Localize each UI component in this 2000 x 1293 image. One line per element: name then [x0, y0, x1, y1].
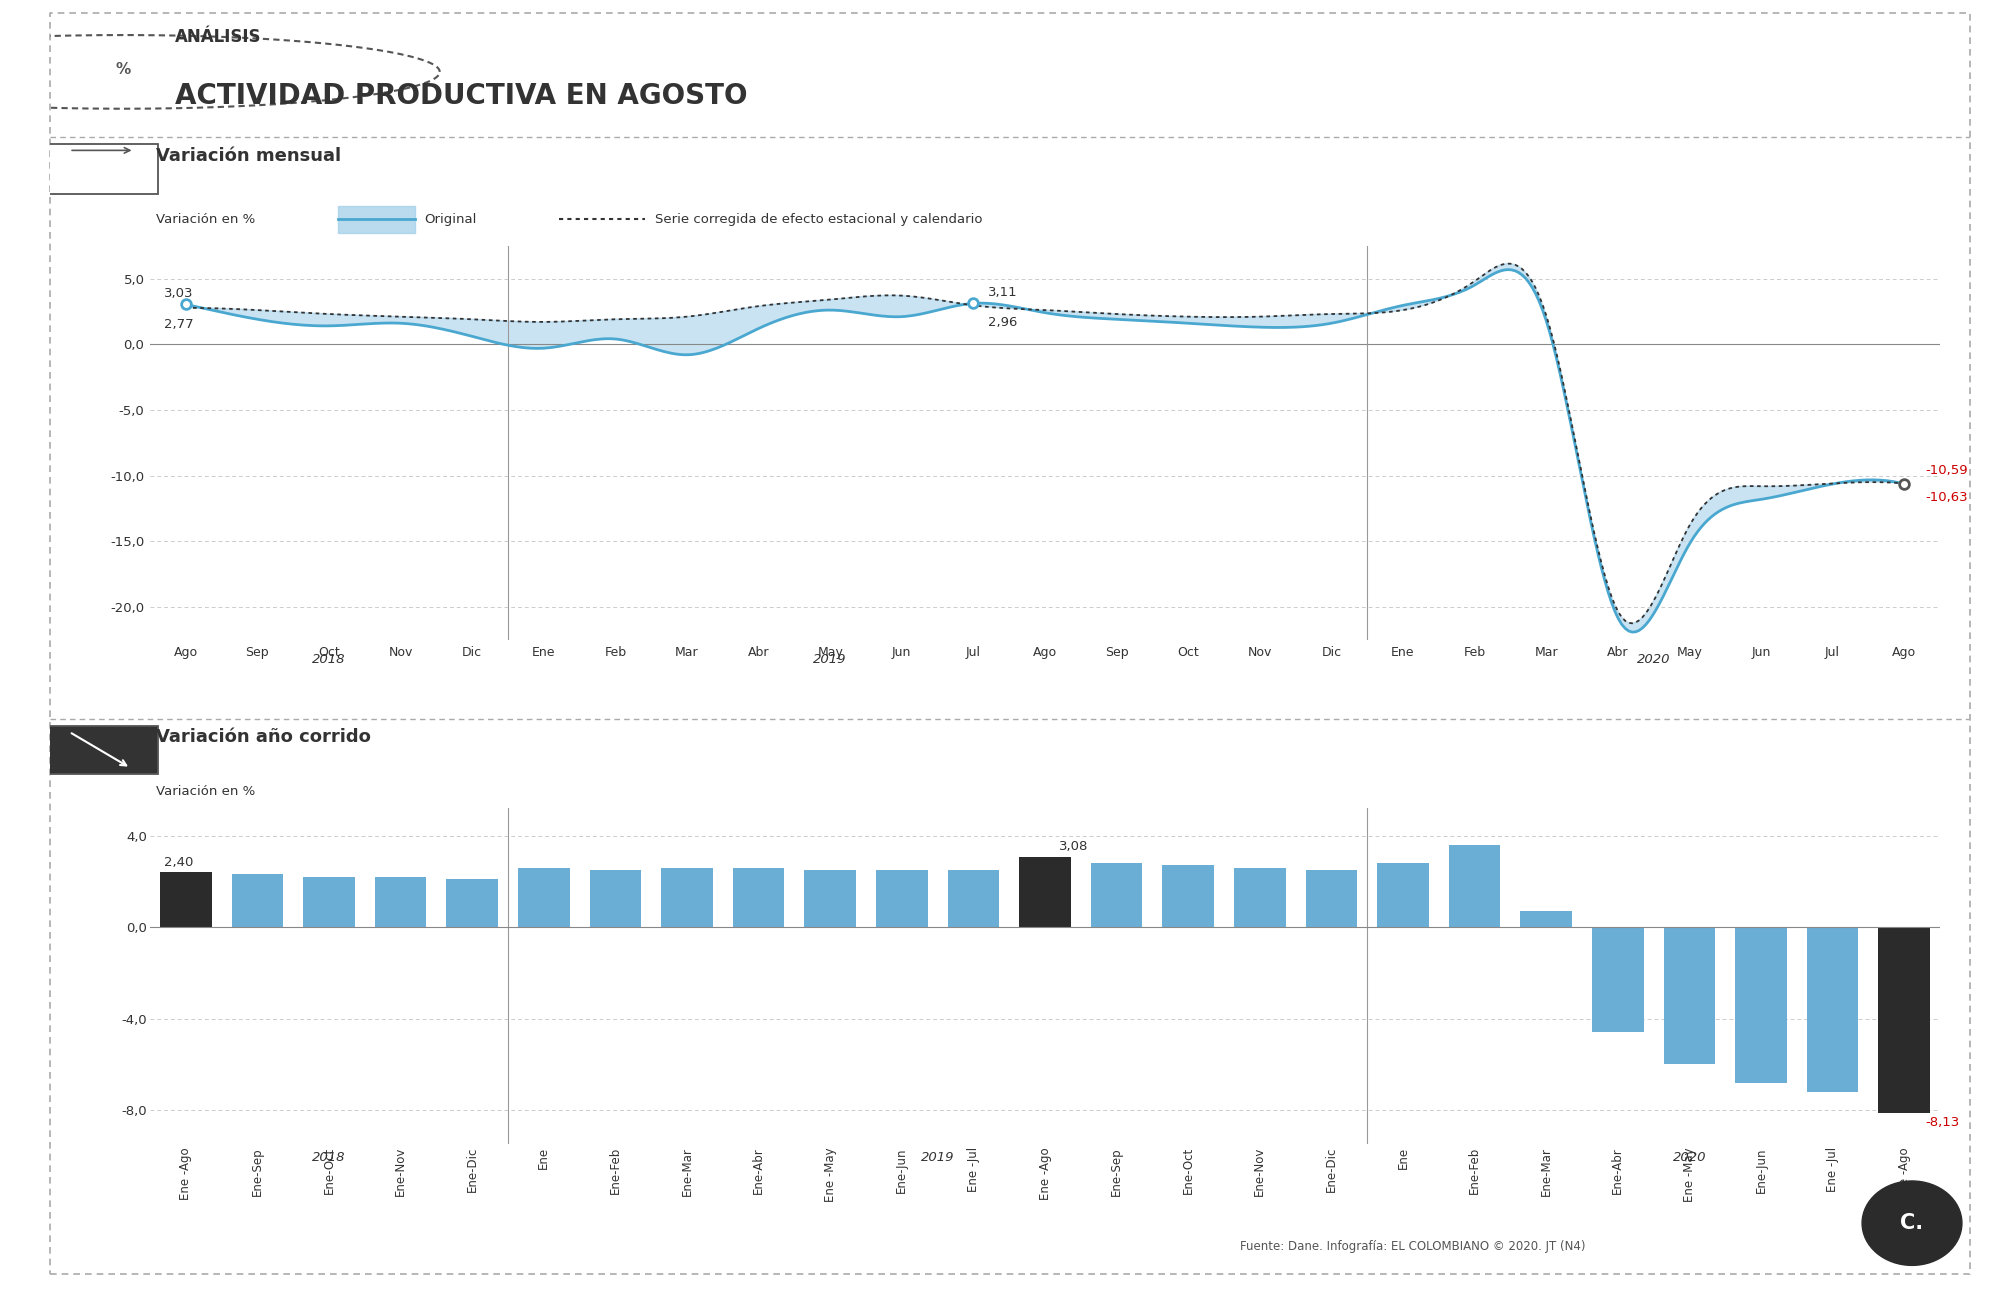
- Text: 2,40: 2,40: [164, 856, 194, 869]
- Bar: [1306, 870, 1358, 927]
- Text: Variación año corrido: Variación año corrido: [156, 728, 370, 746]
- Bar: [1234, 868, 1286, 927]
- Circle shape: [1862, 1181, 1962, 1266]
- Bar: [732, 868, 784, 927]
- Bar: [1378, 862, 1428, 927]
- Text: 2018: 2018: [312, 1151, 346, 1164]
- Text: 2020: 2020: [1636, 653, 1670, 666]
- Bar: [72, 176, 86, 190]
- Bar: [1090, 862, 1142, 927]
- Text: ANÁLISIS: ANÁLISIS: [174, 27, 262, 45]
- Bar: [110, 168, 124, 190]
- Text: -10,63: -10,63: [1926, 490, 1968, 503]
- Bar: [1878, 927, 1930, 1113]
- Bar: [232, 874, 284, 927]
- Text: 2,77: 2,77: [164, 318, 194, 331]
- Bar: [518, 868, 570, 927]
- Text: Variación en %: Variación en %: [156, 212, 254, 226]
- Bar: [1806, 927, 1858, 1091]
- FancyBboxPatch shape: [46, 145, 158, 194]
- Bar: [1592, 927, 1644, 1032]
- Bar: [1736, 927, 1786, 1082]
- Text: C.: C.: [1900, 1213, 1924, 1234]
- Text: 3,08: 3,08: [1060, 840, 1088, 853]
- Text: -10,59: -10,59: [1926, 464, 1968, 477]
- Text: 3,11: 3,11: [988, 287, 1018, 300]
- Bar: [876, 870, 928, 927]
- Text: Fuente: Dane. Infografía: EL COLOMBIANO © 2020. JT (N4): Fuente: Dane. Infografía: EL COLOMBIANO …: [1240, 1240, 1586, 1253]
- Bar: [446, 879, 498, 927]
- FancyBboxPatch shape: [46, 727, 158, 773]
- Bar: [1448, 844, 1500, 927]
- Text: -8,13: -8,13: [1926, 1116, 1960, 1129]
- Text: Original: Original: [424, 212, 476, 226]
- Bar: [160, 873, 212, 927]
- Text: 3,03: 3,03: [164, 287, 194, 300]
- Bar: [1520, 912, 1572, 927]
- Text: Serie corregida de efecto estacional y calendario: Serie corregida de efecto estacional y c…: [654, 212, 982, 226]
- Bar: [590, 870, 642, 927]
- Text: ACTIVIDAD PRODUCTIVA EN AGOSTO: ACTIVIDAD PRODUCTIVA EN AGOSTO: [174, 81, 748, 110]
- Text: 2,96: 2,96: [988, 315, 1018, 328]
- Text: 2019: 2019: [920, 1151, 954, 1164]
- Text: 2018: 2018: [312, 653, 346, 666]
- Bar: [1020, 856, 1070, 927]
- Text: 2020: 2020: [1672, 1151, 1706, 1164]
- Bar: [948, 870, 1000, 927]
- Bar: [90, 158, 106, 190]
- Text: Variación mensual: Variación mensual: [156, 146, 340, 164]
- Bar: [304, 877, 354, 927]
- Text: 2019: 2019: [814, 653, 846, 666]
- Bar: [662, 868, 712, 927]
- Text: Variación en %: Variación en %: [156, 785, 254, 799]
- Bar: [1664, 927, 1716, 1064]
- Bar: [804, 870, 856, 927]
- Bar: [374, 877, 426, 927]
- Bar: [1162, 865, 1214, 927]
- Text: %: %: [116, 62, 130, 78]
